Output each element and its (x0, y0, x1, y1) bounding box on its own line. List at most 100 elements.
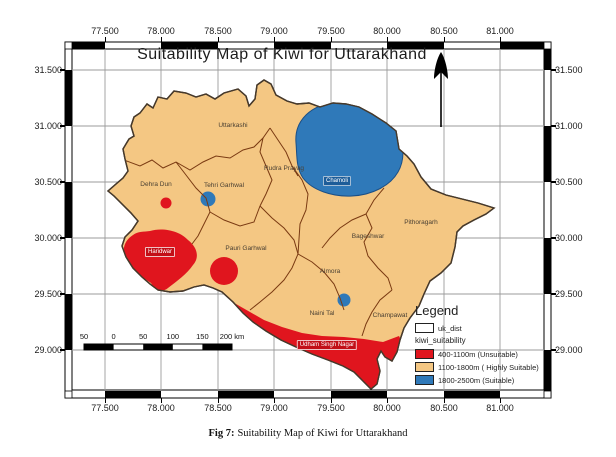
y-tickmark (551, 69, 556, 71)
x-tickmark (386, 37, 388, 42)
suitable-spot-tehri (200, 191, 216, 207)
x-tick-label-bottom: 79.500 (317, 403, 345, 413)
unsuitable-zone-haridwar (123, 229, 197, 291)
x-tickmark (273, 37, 275, 42)
y-tickmark (60, 125, 65, 127)
district-label-chamoli: Chamoli (322, 176, 352, 186)
y-tick-label-right: 31.000 (555, 121, 583, 131)
legend-item: 1100-1800m ( Highly Suitable) (415, 362, 551, 372)
y-tick-label-left: 30.000 (34, 233, 62, 243)
x-tickmark (443, 398, 445, 403)
legend-swatch (415, 349, 434, 359)
legend-item-label: 1800-2500m (Suitable) (438, 375, 515, 385)
legend-item-label: 400-1100m (Unsuitable) (438, 349, 518, 359)
x-tick-label-top: 77.500 (91, 26, 119, 36)
x-tick-label-top: 79.500 (317, 26, 345, 36)
district-label-pauri-garhwal: Pauri Garhwal (225, 244, 267, 252)
district-label-dehra-dun: Dehra Dun (140, 180, 172, 188)
x-tickmark (160, 398, 162, 403)
scale-bar (83, 343, 233, 351)
x-tickmark (104, 37, 106, 42)
y-tick-label-left: 31.000 (34, 121, 62, 131)
x-tick-label-bottom: 77.500 (91, 403, 119, 413)
legend-title: Legend (415, 303, 459, 318)
x-tickmark (104, 398, 106, 403)
legend: Legend uk_dist kiwi_suitability 400-1100… (415, 303, 551, 388)
scale-bar-number: 200 km (219, 332, 245, 341)
y-tick-label-right: 29.000 (555, 345, 583, 355)
legend-group-label: kiwi_suitability (415, 336, 466, 345)
district-label-haridwar: Haridwar (144, 247, 176, 257)
x-tick-label-top: 80.500 (430, 26, 458, 36)
district-label-udham-singh-nagar: Udham Singh Nagar (296, 340, 358, 350)
y-tickmark (551, 349, 556, 351)
x-tickmark (443, 37, 445, 42)
y-tick-label-left: 29.000 (34, 345, 62, 355)
y-tick-label-right: 29.500 (555, 289, 583, 299)
district-label-tehri-garhwal: Tehri Garhwal (203, 181, 245, 189)
district-label-bageshwar: Bageshwar (351, 232, 385, 240)
scale-bar-number: 50 (79, 332, 89, 341)
y-tick-label-left: 30.500 (34, 177, 62, 187)
scale-bar-number: 0 (111, 332, 116, 341)
x-tickmark (330, 398, 332, 403)
x-tick-label-bottom: 78.500 (204, 403, 232, 413)
y-tick-label-left: 31.500 (34, 65, 62, 75)
y-tick-label-right: 30.000 (555, 233, 583, 243)
y-tickmark (60, 293, 65, 295)
x-tick-label-bottom: 80.000 (373, 403, 401, 413)
y-tickmark (551, 125, 556, 127)
district-label-uttarkashi: Uttarkashi (218, 121, 248, 129)
district-label-rudra-prayag: Rudra Prayag (263, 164, 305, 172)
caption-prefix: Fig 7: (208, 428, 235, 439)
uk-dist-label: uk_dist (438, 323, 462, 333)
district-label-pithoragarh: Pithoragarh (404, 218, 438, 226)
x-tickmark (273, 398, 275, 403)
y-tickmark (60, 349, 65, 351)
figure-caption: Fig 7: Suitability Map of Kiwi for Uttara… (209, 428, 408, 439)
x-tickmark (499, 398, 501, 403)
x-tickmark (386, 398, 388, 403)
legend-item: 1800-2500m (Suitable) (415, 375, 551, 385)
x-tick-label-top: 79.000 (260, 26, 288, 36)
district-label-almora: Almora (319, 267, 341, 275)
scale-bar-number: 50 (139, 332, 148, 341)
y-tickmark (551, 293, 556, 295)
unsuitable-spot-dehradun (160, 197, 172, 209)
x-tickmark (217, 398, 219, 403)
x-tick-label-top: 78.500 (204, 26, 232, 36)
north-arrow-icon (434, 52, 448, 127)
legend-item-label: 1100-1800m ( Highly Suitable) (438, 362, 539, 372)
y-tick-label-right: 31.500 (555, 65, 583, 75)
x-tick-label-top: 80.000 (373, 26, 401, 36)
y-tick-label-right: 30.500 (555, 177, 583, 187)
x-tickmark (160, 37, 162, 42)
legend-item: 400-1100m (Unsuitable) (415, 349, 551, 359)
x-tick-label-bottom: 78.000 (147, 403, 175, 413)
y-tickmark (60, 181, 65, 183)
x-tick-label-bottom: 81.000 (486, 403, 514, 413)
district-boundaries (123, 127, 393, 337)
district-label-champawat: Champawat (372, 311, 408, 319)
legend-swatch (415, 375, 434, 385)
x-tickmark (499, 37, 501, 42)
y-tickmark (60, 237, 65, 239)
y-tick-label-left: 29.500 (34, 289, 62, 299)
map-title: Suitability Map of Kiwi for Uttarakhand (137, 46, 427, 63)
x-tickmark (217, 37, 219, 42)
x-tick-label-bottom: 80.500 (430, 403, 458, 413)
x-tick-label-bottom: 79.000 (260, 403, 288, 413)
x-tickmark (330, 37, 332, 42)
scale-bar-number: 150 (196, 332, 209, 341)
state-outline (106, 79, 496, 390)
y-tickmark (551, 181, 556, 183)
y-tickmark (60, 69, 65, 71)
legend-row-uk-dist: uk_dist (415, 323, 551, 333)
legend-swatch (415, 362, 434, 372)
x-tick-label-top: 81.000 (486, 26, 514, 36)
unsuitable-spot-pauri (210, 257, 238, 285)
caption-text: Suitability Map of Kiwi for Uttarakhand (237, 428, 408, 439)
suitable-spot-nainital (337, 293, 351, 307)
x-tick-label-top: 78.000 (147, 26, 175, 36)
